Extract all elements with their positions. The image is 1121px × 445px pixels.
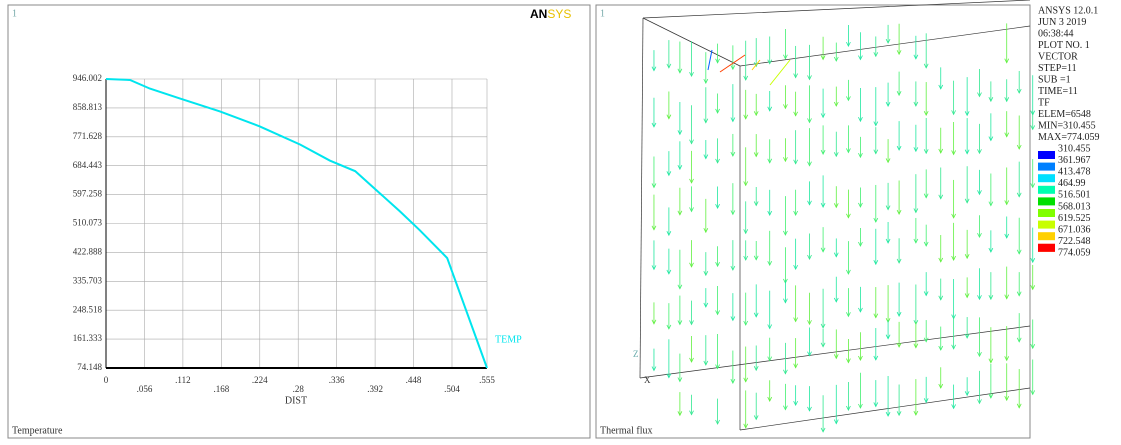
- caption: Thermal flux: [600, 425, 652, 436]
- legend-level: 310.455: [1058, 143, 1091, 154]
- info-line: MAX=774.059: [1038, 132, 1099, 143]
- logo-part: SYS: [547, 7, 571, 21]
- x-tick-label: .112: [175, 375, 190, 385]
- legend-swatch: [1038, 232, 1055, 240]
- y-tick-label: 946.002: [73, 73, 102, 83]
- y-tick-label: 335.703: [73, 275, 103, 285]
- legend-level: 619.525: [1058, 213, 1091, 224]
- legend: ANSYS 12.0.1JUN 3 201906:38:44PLOT NO. 1…: [1038, 5, 1099, 258]
- y-tick-label: 161.333: [73, 333, 103, 343]
- x-tick-label: .28: [293, 384, 305, 394]
- legend-level: 516.501: [1058, 190, 1091, 201]
- x-tick-label: 0: [104, 375, 109, 385]
- info-line: SUB =1: [1038, 74, 1071, 85]
- legend-swatch: [1038, 163, 1055, 171]
- y-tick-label: 858.813: [73, 102, 103, 112]
- x-tick-label: .056: [137, 384, 153, 394]
- screen: 1 ANSYS Temperature DIST 74.148 161.333 24…: [0, 0, 1121, 440]
- info-line: 06:38:44: [1038, 28, 1074, 39]
- triad-label: X: [644, 375, 651, 385]
- panel-number: 1: [600, 8, 605, 19]
- logo-part: AN: [530, 7, 547, 21]
- legend-level: 671.036: [1058, 224, 1091, 235]
- window-title: Temperature: [12, 425, 63, 436]
- x-tick-label: .224: [252, 375, 268, 385]
- panel-number: 1: [12, 8, 17, 19]
- y-tick-label: 597.258: [73, 189, 103, 199]
- y-tick-label: 684.443: [73, 160, 103, 170]
- x-axis-label: DIST: [285, 395, 307, 406]
- legend-level: 774.059: [1058, 248, 1091, 259]
- legend-swatch: [1038, 197, 1055, 205]
- x-tick-label: .336: [329, 375, 345, 385]
- legend-swatch: [1038, 209, 1055, 217]
- logo: ANSYS: [530, 7, 571, 21]
- x-tick-label: .168: [213, 384, 229, 394]
- right-panel: [596, 5, 1030, 438]
- legend-swatch: [1038, 221, 1055, 229]
- triad-label: Z: [633, 349, 639, 359]
- info-line: STEP=11: [1038, 63, 1077, 74]
- legend-swatch: [1038, 174, 1055, 182]
- info-line: TIME=11: [1038, 86, 1078, 97]
- x-tick-label: .392: [367, 384, 383, 394]
- y-tick-label: 771.628: [73, 131, 103, 141]
- info-line: MIN=310.455: [1038, 120, 1096, 131]
- x-tick-label: .504: [444, 384, 460, 394]
- legend-level: 568.013: [1058, 201, 1091, 212]
- legend-swatch: [1038, 186, 1055, 194]
- y-tick-label: 510.073: [73, 218, 103, 228]
- legend-level: 413.478: [1058, 166, 1091, 177]
- info-line: ELEM=6548: [1038, 109, 1091, 120]
- info-line: JUN 3 2019: [1038, 17, 1086, 28]
- y-tick-label: 248.518: [73, 304, 103, 314]
- y-tick-label: 422.888: [73, 246, 103, 256]
- info-line: VECTOR: [1038, 51, 1078, 62]
- legend-swatch: [1038, 151, 1055, 159]
- legend-swatch: [1038, 244, 1055, 252]
- info-line: PLOT NO. 1: [1038, 40, 1090, 51]
- x-tick-label: .555: [479, 375, 495, 385]
- legend-level: 361.967: [1058, 155, 1091, 166]
- legend-level: 464.99: [1058, 178, 1086, 189]
- legend-label: TEMP: [495, 334, 522, 345]
- legend-level: 722.548: [1058, 236, 1091, 247]
- y-tick-label: 74.148: [77, 362, 102, 372]
- info-line: ANSYS 12.0.1: [1038, 5, 1098, 16]
- info-line: TF: [1038, 97, 1050, 108]
- x-tick-label: .448: [406, 375, 422, 385]
